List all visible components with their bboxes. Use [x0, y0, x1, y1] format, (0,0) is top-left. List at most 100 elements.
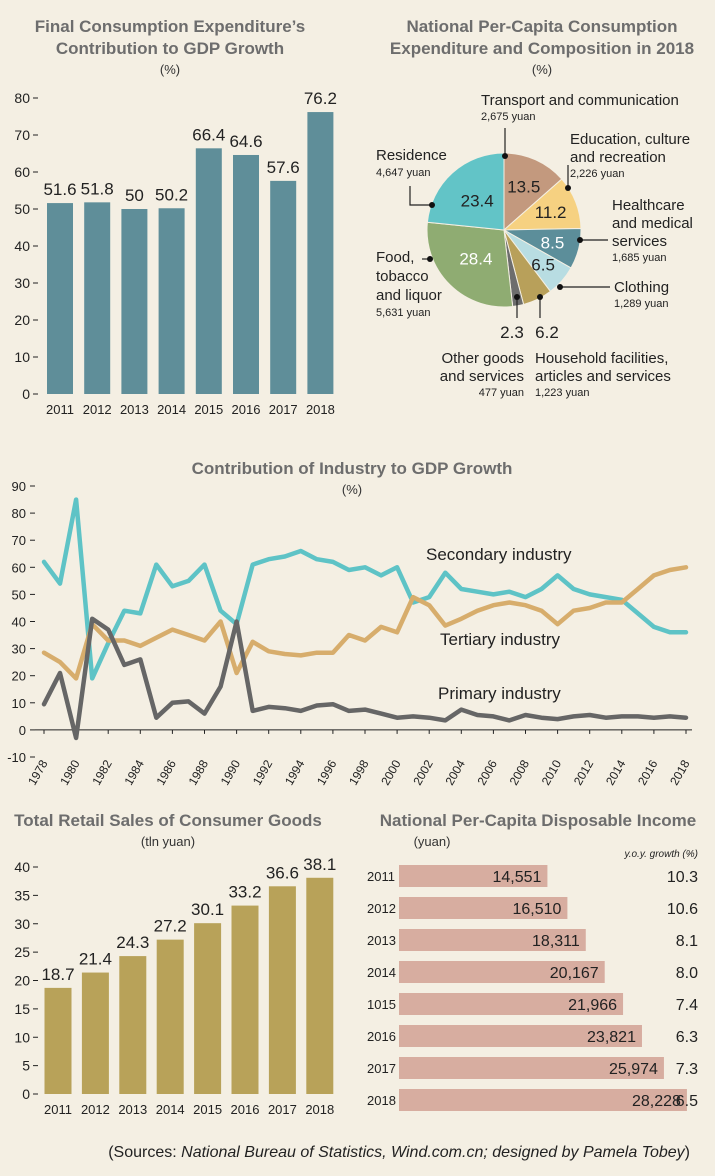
retail-bars: 0 5 10 15 20 25 30 35 40 18.7 2011 21.4 2012 24.3 2013… [14, 855, 336, 1117]
pie-slice-name: and recreation [570, 149, 666, 166]
consumption-value-label: 50 [125, 186, 144, 205]
industry-x-tick-label: 2002 [410, 757, 436, 787]
pie-slice-name: Household facilities, [535, 350, 668, 367]
industry-chart-title: Contribution of Industry to GDP Growth [192, 459, 513, 478]
consumption-value-label: 76.2 [304, 89, 337, 108]
industry-series-line [41, 497, 689, 681]
retail-y-tick-label: 5 [22, 1058, 30, 1074]
consumption-y-tick-label: 80 [14, 90, 30, 106]
retail-x-tick-label: 2017 [268, 1102, 297, 1117]
pie-slice-name: Food, [376, 249, 414, 266]
industry-y-tick-label: 50 [12, 587, 26, 602]
pie-leader-dot [429, 202, 435, 208]
source-footer: (Sources: National Bureau of Statistics,… [108, 1144, 690, 1161]
industry-x-tick-label: 2006 [475, 757, 501, 787]
industry-chart-unit: (%) [342, 482, 362, 497]
pie-slice-amount: 4,647 yuan [376, 167, 430, 179]
pie-percent-label: 2.3 [500, 323, 524, 342]
income-growth-label: 6.3 [676, 1029, 698, 1046]
income-year-label: 2017 [367, 1061, 396, 1076]
income-bar [399, 961, 605, 983]
consumption-chart-title-line-1: Final Consumption Expenditure’s [35, 17, 305, 36]
consumption-y-tick-label: 30 [14, 275, 30, 291]
retail-chart-unit: (tln yuan) [141, 834, 195, 849]
retail-x-tick-label: 2018 [305, 1102, 334, 1117]
pie-percent-label: 8.5 [541, 233, 565, 252]
income-value-label: 18,311 [532, 933, 580, 950]
industry-y-tick-label: 60 [12, 560, 26, 575]
industry-series-line [41, 565, 689, 681]
industry-series-label: Secondary industry [426, 545, 572, 564]
retail-value-label: 38.1 [303, 855, 336, 874]
pie-percent-label: 23.4 [461, 191, 494, 210]
consumption-value-label: 51.6 [43, 180, 76, 199]
retail-bar [119, 956, 147, 1094]
pie-title-line-2: Expenditure and Composition in 2018 [390, 39, 694, 58]
pie-percent-label: 13.5 [507, 177, 540, 196]
income-bar [399, 897, 568, 919]
consumption-bars: 0 10 20 30 40 50 60 70 80 51.6 2011 51.8 2012 50 2013 5… [14, 89, 337, 417]
retail-bar [306, 877, 334, 1094]
income-growth-label: 10.3 [667, 869, 698, 886]
consumption-y-tick-label: 40 [14, 238, 30, 254]
consumption-value-label: 51.8 [81, 179, 114, 198]
income-growth-label: 6.5 [676, 1093, 698, 1110]
pie-leader-dot [514, 294, 520, 300]
industry-y-tick-label: 20 [12, 669, 26, 684]
retail-bar [268, 886, 296, 1094]
industry-x-tick-label: 1990 [218, 757, 244, 787]
source-credits: National Bureau of Statistics, Wind.com.… [181, 1144, 686, 1161]
source-prefix: (Sources: [108, 1144, 181, 1161]
industry-x-tick-label: 1994 [282, 757, 308, 787]
industry-y-tick-label: 70 [12, 533, 26, 548]
pie-unit: (%) [532, 62, 552, 77]
pie-leader-dot [537, 294, 543, 300]
industry-plot: -10 0 10 20 30 40 50 60 70 80 90 1978 1980 1982 1984 19… [7, 479, 693, 788]
consumption-x-tick-label: 2012 [83, 402, 112, 417]
income-value-label: 20,167 [550, 965, 599, 982]
industry-contribution-chart: Contribution of Industry to GDP Growth (… [7, 459, 693, 788]
industry-y-tick-label: 30 [12, 642, 26, 657]
consumption-y-tick-label: 0 [22, 386, 30, 402]
pie-leader-dot [565, 185, 571, 191]
retail-bar [44, 987, 72, 1094]
income-value-label: 25,974 [609, 1061, 658, 1078]
consumption-bar [84, 202, 111, 394]
retail-value-label: 18.7 [41, 965, 74, 984]
income-value-label: 21,966 [568, 997, 617, 1014]
income-bar [399, 1025, 642, 1047]
pie-slice-name: services [612, 233, 667, 250]
income-value-label: 14,551 [492, 869, 541, 886]
pie-leader-dot [427, 256, 433, 262]
industry-x-tick-label: 2016 [635, 757, 661, 787]
consumption-x-tick-label: 2013 [120, 402, 149, 417]
retail-y-tick-label: 30 [14, 916, 30, 932]
consumption-value-label: 64.6 [229, 132, 262, 151]
industry-series-line [41, 616, 689, 741]
income-growth-label: 8.0 [676, 965, 698, 982]
consumption-y-tick-label: 70 [14, 127, 30, 143]
consumption-bar [195, 148, 222, 394]
industry-y-tick-label: 0 [19, 723, 26, 738]
retail-bar [81, 972, 109, 1094]
industry-y-tick-label: 80 [12, 506, 26, 521]
industry-series-label: Tertiary industry [440, 630, 560, 649]
consumption-contribution-chart: Final Consumption Expenditure’s Contribu… [14, 17, 337, 417]
income-year-label: 2011 [367, 869, 395, 884]
pie-slice-name: Clothing [614, 279, 669, 296]
pie-slice-name: and liquor [376, 287, 442, 304]
growth-header: y.o.y. growth (%) [623, 849, 698, 860]
retail-x-tick-label: 2016 [231, 1102, 260, 1117]
pie-slice [426, 221, 514, 308]
pie-slice-amount: 1,685 yuan [612, 252, 666, 264]
industry-x-tick-label: 2018 [667, 757, 693, 787]
retail-y-tick-label: 20 [14, 973, 30, 989]
consumption-x-tick-label: 2018 [306, 402, 335, 417]
industry-x-tick-label: 1982 [89, 757, 115, 787]
pie-percent-label: 28.4 [459, 249, 492, 268]
income-growth-label: 10.6 [667, 901, 698, 918]
income-bar [399, 1057, 664, 1079]
consumption-y-tick-label: 10 [14, 349, 30, 365]
retail-value-label: 30.1 [191, 900, 224, 919]
